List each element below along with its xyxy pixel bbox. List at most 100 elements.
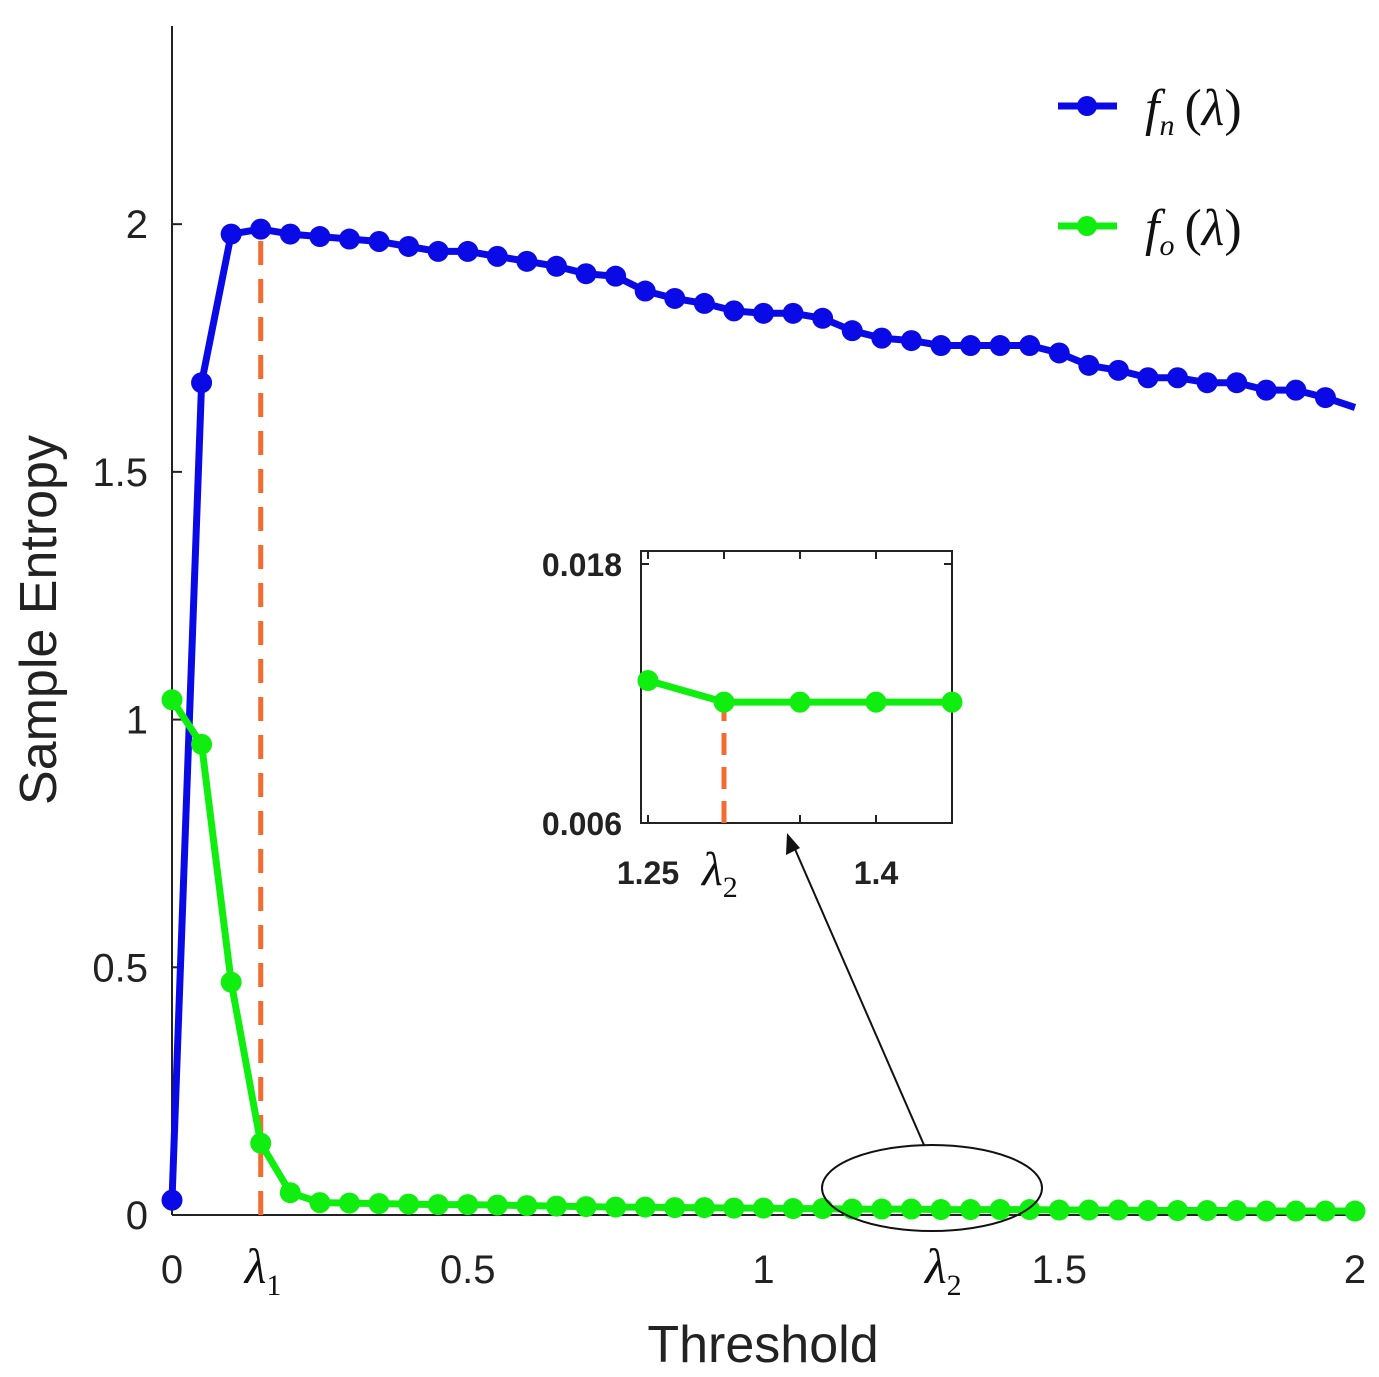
series-fn xyxy=(161,218,1357,1211)
data-point xyxy=(1344,1200,1366,1222)
lambda1-label: λ1 xyxy=(243,1238,282,1302)
data-point xyxy=(1314,387,1336,409)
data-point xyxy=(398,1193,420,1215)
data-point xyxy=(575,1196,597,1218)
data-point xyxy=(753,302,774,324)
data-point xyxy=(309,226,331,248)
data-point xyxy=(279,1182,301,1204)
x-tick-label: 1.5 xyxy=(1031,1248,1087,1292)
lambda2-label: λ2 xyxy=(923,1238,962,1302)
data-point xyxy=(841,320,863,342)
x-tick-label: 0 xyxy=(161,1248,183,1292)
data-point xyxy=(605,1196,627,1218)
data-point xyxy=(1196,1200,1218,1222)
data-point xyxy=(250,1132,272,1154)
inset-frame xyxy=(640,550,953,824)
data-point xyxy=(1048,342,1070,364)
y-axis-ticks: 0 0.5 1 1.5 2 xyxy=(92,203,182,1238)
data-point xyxy=(1167,367,1189,389)
data-point xyxy=(398,235,420,257)
data-point xyxy=(486,1194,508,1216)
data-point xyxy=(1078,354,1100,376)
inset-tick-labels: 0.018 0.006 1.25 1.4 λ2 xyxy=(542,547,899,904)
data-point xyxy=(1285,1200,1307,1222)
data-point xyxy=(664,287,686,309)
data-point xyxy=(782,1198,804,1220)
data-point xyxy=(1107,1199,1129,1221)
data-point xyxy=(723,1197,745,1219)
data-point xyxy=(1255,379,1277,401)
y-tick-label: 1.5 xyxy=(92,451,148,495)
legend-entry-fo: fo (λ) xyxy=(1058,200,1242,262)
data-point xyxy=(545,255,567,277)
zoom-arrow-head xyxy=(786,833,800,855)
lambda-labels: λ1 λ2 xyxy=(243,1238,962,1302)
data-point xyxy=(457,240,479,262)
zoom-ellipse xyxy=(821,1144,1043,1232)
data-point xyxy=(1226,372,1248,394)
y-axis-title: Sample Entropy xyxy=(10,435,68,805)
data-point xyxy=(1137,1200,1159,1222)
inset-data-point xyxy=(865,691,887,713)
main-axes: 0 0.5 1 1.5 2 0 0.5 1 1.5 2 xyxy=(92,26,1366,1292)
data-point xyxy=(486,245,508,267)
legend-label-fo: fo (λ) xyxy=(1145,200,1242,262)
data-point xyxy=(871,1198,893,1220)
data-point xyxy=(723,300,745,322)
y-tick-label: 2 xyxy=(126,203,148,247)
x-axis-title: Threshold xyxy=(647,1316,878,1374)
data-point xyxy=(161,689,183,711)
data-point xyxy=(664,1197,686,1219)
inset-data-point xyxy=(713,691,735,713)
x-tick-label: 1 xyxy=(752,1248,774,1292)
y-tick-label: 1 xyxy=(126,699,148,743)
data-point xyxy=(338,228,360,250)
y-tick-label: 0.5 xyxy=(92,946,148,990)
data-point xyxy=(812,1198,834,1220)
inset-y-tick-label: 0.006 xyxy=(542,806,622,842)
legend-label-fn: fn (λ) xyxy=(1145,80,1242,142)
data-point xyxy=(220,223,242,245)
zoom-arrow-line xyxy=(790,839,925,1146)
data-point xyxy=(782,302,804,324)
data-point xyxy=(693,292,715,314)
data-point xyxy=(900,1198,922,1220)
inset-ticks xyxy=(641,551,953,824)
data-point xyxy=(900,330,922,352)
legend-marker-fo xyxy=(1077,216,1097,236)
data-point xyxy=(634,280,656,302)
data-point xyxy=(753,1197,774,1219)
data-point xyxy=(841,1198,863,1220)
data-point xyxy=(1048,1199,1070,1221)
inset-data-point xyxy=(637,670,659,692)
data-point xyxy=(1285,379,1307,401)
data-point xyxy=(427,240,449,262)
data-point xyxy=(1107,359,1129,381)
data-point xyxy=(368,231,390,253)
data-point xyxy=(1167,1200,1189,1222)
data-point xyxy=(220,971,242,993)
inset-x-tick-label: 1.4 xyxy=(854,855,899,891)
y-tick-label: 0 xyxy=(126,1194,148,1238)
data-point xyxy=(368,1193,390,1215)
data-point xyxy=(279,223,301,245)
data-point xyxy=(634,1196,656,1218)
plot-area xyxy=(161,218,1366,1222)
data-point xyxy=(545,1195,567,1217)
data-point xyxy=(457,1194,479,1216)
zoom-annotation xyxy=(786,833,1043,1232)
data-point xyxy=(161,1189,183,1211)
data-point xyxy=(989,335,1011,357)
x-tick-label: 0.5 xyxy=(440,1248,496,1292)
data-point xyxy=(191,733,213,755)
inset-data-point xyxy=(941,691,963,713)
inset-plot-area xyxy=(637,670,963,713)
data-point xyxy=(930,1199,952,1221)
inset-lambda2-label: λ2 xyxy=(700,843,738,904)
data-point xyxy=(338,1192,360,1214)
x-tick-label: 2 xyxy=(1344,1248,1366,1292)
data-point xyxy=(309,1192,331,1214)
data-point xyxy=(575,263,597,285)
data-point xyxy=(1137,367,1159,389)
